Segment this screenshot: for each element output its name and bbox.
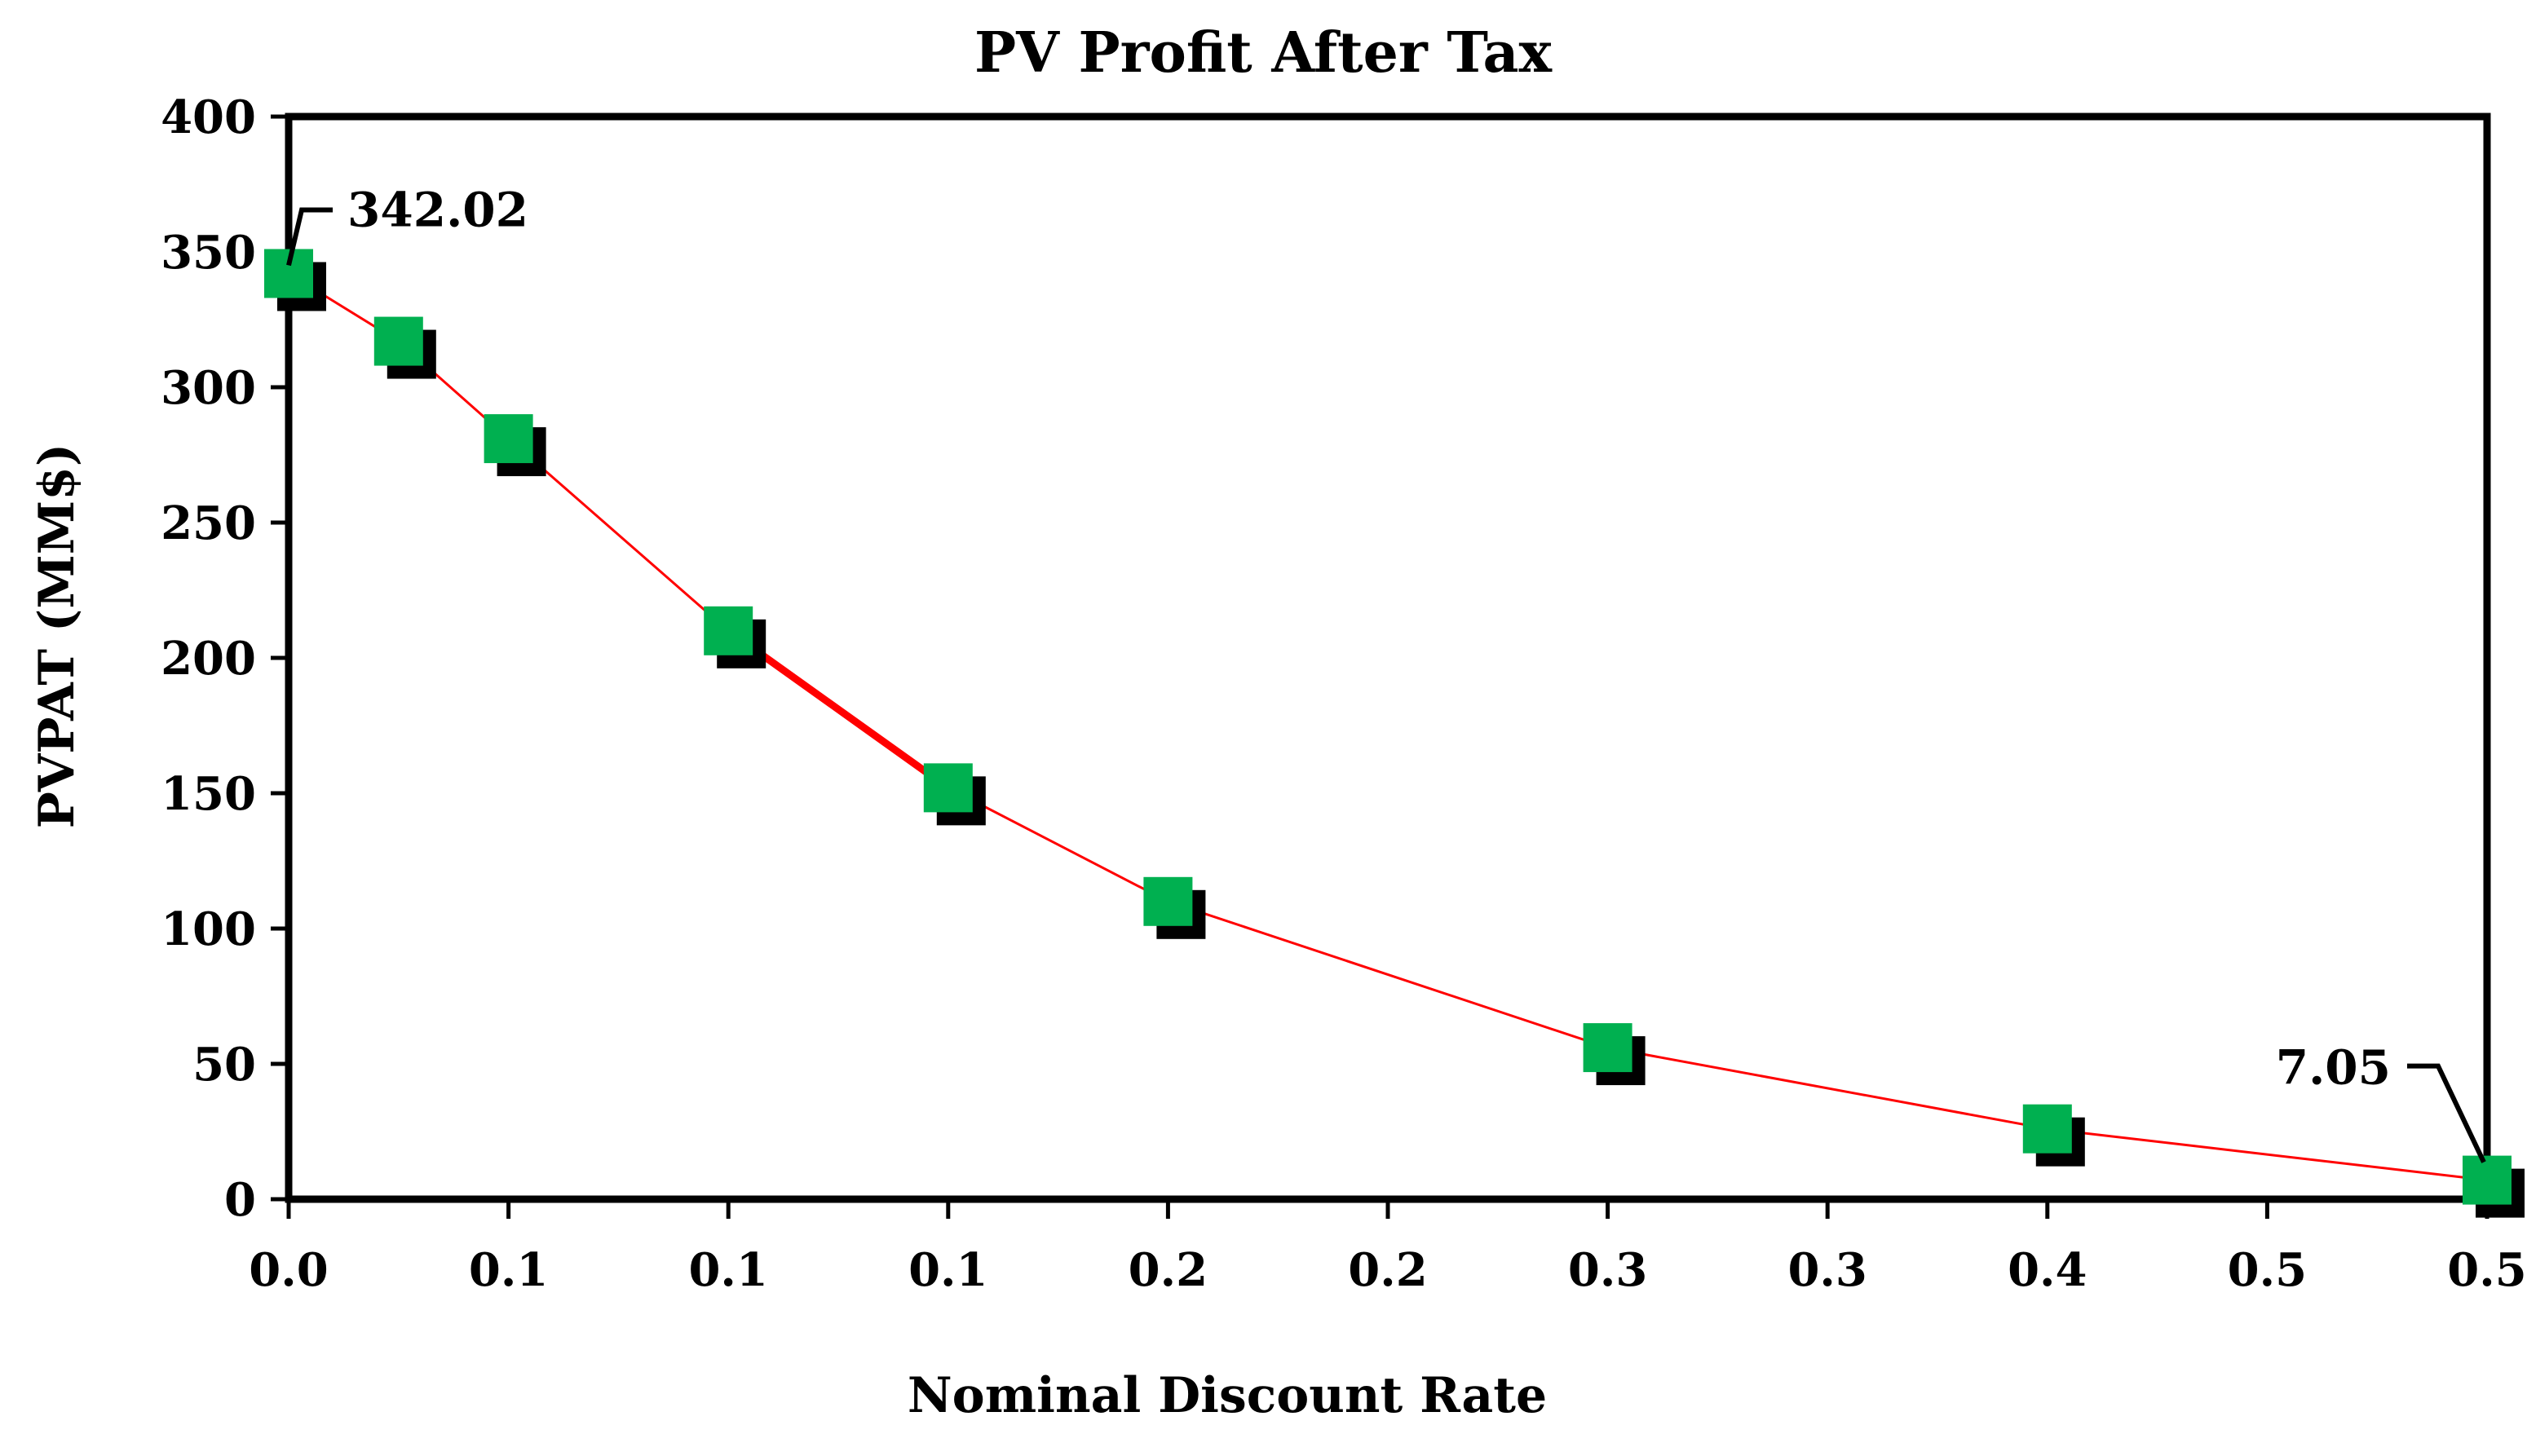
data-point: [1583, 1023, 1632, 1073]
x-tick-label: 0.5: [2228, 1243, 2307, 1297]
series-line-segment: [1607, 1046, 2048, 1131]
x-tick-label: 0.1: [469, 1243, 548, 1297]
x-tick-label: 0.3: [1568, 1243, 1647, 1297]
data-point: [923, 763, 973, 813]
x-tick-label: 0.1: [908, 1243, 987, 1297]
y-tick-label: 250: [161, 496, 256, 550]
chart-title: PV Profit After Tax: [974, 20, 1553, 86]
y-tick-label: 100: [161, 902, 256, 956]
data-point: [704, 606, 753, 655]
data-point: [1143, 876, 1193, 926]
y-tick-label: 350: [161, 226, 256, 280]
x-tick-label: 0.2: [1348, 1243, 1427, 1297]
y-tick-label: 150: [161, 767, 256, 821]
y-tick-label: 400: [161, 90, 256, 144]
x-tick-label: 0.2: [1129, 1243, 1208, 1297]
x-tick-label: 0.1: [688, 1243, 767, 1297]
annotation-leader-line: [286, 207, 333, 267]
plot-area: 0 50 100 150 200 250 300 350 400 0.0 0.1 0.1 0.1 0.2 0…: [161, 90, 2527, 1297]
series-line-segment: [1167, 900, 1609, 1049]
series-line-segment: [2047, 1127, 2488, 1182]
y-tick-label: 300: [161, 361, 256, 415]
data-point: [373, 316, 423, 366]
data-label-first: 342.02: [347, 182, 528, 237]
x-tick-label: 0.3: [1787, 1243, 1867, 1297]
data-point: [2022, 1104, 2072, 1154]
x-tick-label: 0.0: [249, 1243, 328, 1297]
y-tick-label: 50: [192, 1038, 256, 1092]
x-tick-label: 0.4: [2008, 1243, 2087, 1297]
x-tick-label: 0.5: [2447, 1243, 2526, 1297]
annotation-leader-line: [2407, 1063, 2486, 1163]
y-tick-label: 0: [224, 1173, 256, 1227]
data-point: [2463, 1155, 2512, 1205]
data-label-last: 7.05: [2276, 1040, 2391, 1096]
x-axis-label: Nominal Discount Rate: [908, 1367, 1547, 1424]
plot-frame: [285, 113, 2491, 1203]
y-axis-label: PVPAT (MM$): [29, 443, 86, 829]
data-point: [484, 414, 533, 464]
y-tick-label: 200: [161, 632, 256, 686]
